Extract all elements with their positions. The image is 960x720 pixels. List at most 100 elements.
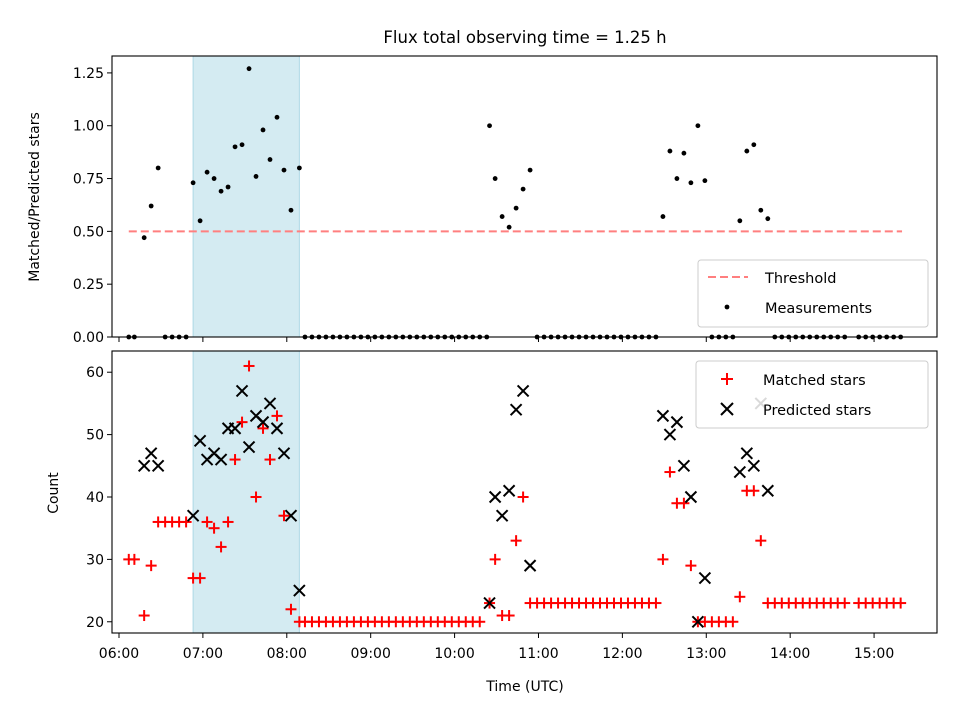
predicted-star-point	[677, 459, 691, 473]
matched-star-point	[895, 597, 907, 609]
y-tick-label: 40	[86, 490, 104, 506]
measurement-point	[744, 148, 750, 154]
predicted-star-point	[488, 490, 502, 504]
measurement-point	[667, 148, 673, 154]
matched-star-point	[657, 553, 669, 565]
matched-star-point	[180, 516, 192, 528]
x-tick-label: 14:00	[770, 646, 810, 662]
matched-star-point	[839, 597, 851, 609]
x-tick-label: 10:00	[434, 646, 474, 662]
matched-star-point	[664, 466, 676, 478]
x-tick-label: 15:00	[854, 646, 894, 662]
top-highlight-span	[192, 55, 300, 338]
predicted-star-point	[228, 422, 242, 435]
matched-star-point	[128, 553, 140, 565]
measurement-point	[274, 114, 280, 120]
measurement-point	[492, 176, 498, 181]
measurement-point	[499, 214, 505, 219]
measurement-point	[751, 142, 757, 148]
measurement-point	[288, 207, 294, 213]
matched-star-point	[222, 516, 234, 528]
measurement-point	[148, 203, 154, 209]
predicted-star-point	[740, 447, 754, 460]
highlight-span-rect	[192, 350, 300, 634]
measurement-point	[204, 169, 210, 175]
measurement-point	[702, 178, 708, 184]
matched-star-point	[734, 591, 746, 603]
matched-star-point	[650, 597, 662, 609]
predicted-star-point	[242, 440, 256, 454]
predicted-star-point	[670, 415, 684, 429]
x-tick-label: 12:00	[602, 646, 642, 662]
measurement-point	[246, 66, 252, 72]
predicted-star-point	[235, 384, 249, 398]
x-tick-label: 08:00	[267, 646, 307, 662]
predicted-star-point	[761, 484, 775, 497]
measurement-point	[487, 123, 492, 129]
matched-star-point	[229, 454, 241, 466]
predicted-star-point	[277, 447, 291, 460]
measurement-point	[506, 224, 512, 230]
predicted-star-point	[691, 615, 705, 628]
x-tick-label: 09:00	[351, 646, 391, 662]
predicted-star-point	[483, 596, 496, 610]
matched-star-point	[194, 572, 206, 584]
matched-star-point	[755, 535, 767, 547]
x-tick-label: 11:00	[518, 646, 558, 662]
matched-star-point	[257, 422, 269, 434]
matched-star-point	[489, 553, 501, 565]
matched-star-point	[250, 491, 262, 503]
y-tick-label: 20	[86, 615, 104, 631]
top-title: Flux total observing time = 1.25 h	[383, 28, 666, 47]
matched-star-point	[236, 416, 248, 428]
predicted-stars-points	[137, 384, 775, 628]
threshold-legend-label: Threshold	[764, 271, 836, 287]
predicted-star-point	[747, 459, 761, 473]
matched-star-point	[474, 616, 486, 628]
predicted-star-point	[151, 459, 165, 473]
matched-star-point	[685, 560, 697, 572]
predicted-star-point	[137, 459, 151, 473]
measurement-point	[765, 216, 771, 222]
y-tick-label: 30	[86, 552, 104, 568]
matched-star-point	[278, 510, 290, 522]
matched-star-point	[145, 560, 157, 572]
matched-stars-legend-label: Matched stars	[763, 373, 866, 389]
bottom-legend-box	[695, 360, 929, 429]
predicted-star-point	[502, 484, 516, 497]
measurement-point	[253, 174, 259, 179]
matched-star-point	[503, 610, 515, 622]
predicted-star-point	[256, 415, 270, 429]
bottom-highlight-span	[192, 350, 300, 634]
measurements-legend-label: Measurements	[765, 301, 872, 317]
y-tick-label: 0.50	[73, 224, 104, 240]
x-tick-label: 13:00	[686, 646, 726, 662]
measurement-point	[513, 205, 519, 211]
measurement-point	[688, 180, 694, 186]
top-axes-frame	[111, 55, 938, 338]
y-tick-label: 1.00	[73, 119, 104, 135]
bottom-y-axis-label: Count	[46, 472, 62, 514]
measurement-point	[225, 184, 231, 190]
predicted-star-point	[495, 509, 509, 522]
measurement-point	[155, 165, 161, 171]
top-x-ticks	[118, 337, 875, 342]
top-y-ticks: 0.00 0.25 0.50 0.75 1.00 1.25	[73, 66, 112, 346]
x-tick-label: 06:00	[99, 646, 139, 662]
matched-star-point	[678, 497, 690, 509]
highlight-span-rect	[192, 55, 300, 338]
predicted-star-point	[509, 403, 523, 416]
matched-star-point	[748, 485, 760, 497]
measurement-point	[281, 167, 287, 173]
predicted-star-point	[656, 409, 670, 423]
measurement-point	[296, 165, 302, 171]
x-tick-label: 07:00	[183, 646, 223, 662]
top-legend: Threshold Measurements	[697, 259, 929, 328]
matched-stars-points	[123, 360, 907, 628]
matched-star-point	[517, 491, 529, 503]
matched-star-point	[243, 360, 255, 372]
predicted-star-point	[193, 434, 207, 448]
bottom-y-ticks: 20 30 40 50 60	[86, 365, 112, 631]
